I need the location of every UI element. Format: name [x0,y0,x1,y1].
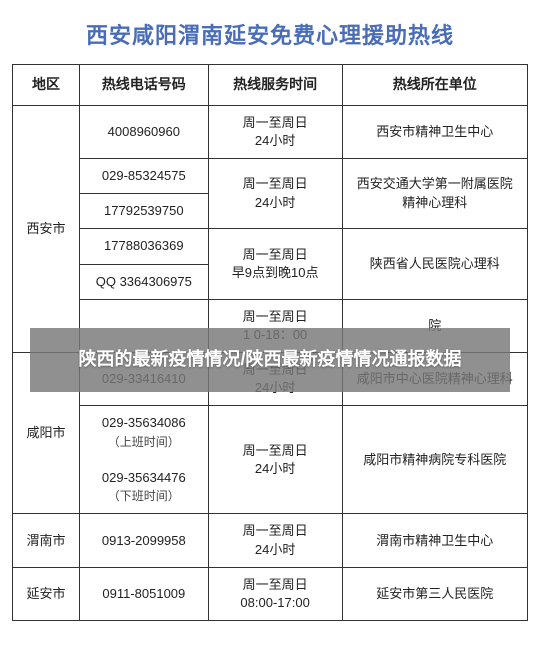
cell-time: 周一至周日24小时 [208,105,342,158]
cell-region: 西安市 [13,105,80,353]
cell-region: 延安市 [13,567,80,620]
table-head: 地区 热线电话号码 热线服务时间 热线所在单位 [13,65,528,106]
cell-unit: 渭南市精神卫生中心 [342,514,527,567]
table-row: 029-35634086（上班时间）029-35634476（下班时间）周一至周… [13,406,528,514]
cell-time: 周一至周日24小时 [208,514,342,567]
cell-unit: 西安交通大学第一附属医院精神心理科 [342,158,527,228]
table-row: 029-85324575周一至周日24小时西安交通大学第一附属医院精神心理科 [13,158,528,193]
cell-time: 周一至周日08:00-17:00 [208,567,342,620]
cell-phone: QQ 3364306975 [79,264,208,299]
cell-region: 渭南市 [13,514,80,567]
overlay-text: 陕西的最新疫情情况/陕西最新疫情情况通报数据 [79,347,462,372]
cell-unit: 西安市精神卫生中心 [342,105,527,158]
col-unit: 热线所在单位 [342,65,527,106]
cell-time: 周一至周日24小时 [208,158,342,228]
cell-time: 周一至周日24小时 [208,406,342,514]
table-row: 渭南市0913-2099958周一至周日24小时渭南市精神卫生中心 [13,514,528,567]
page-title: 西安咸阳渭南延安免费心理援助热线 [12,8,528,64]
cell-phone: 4008960960 [79,105,208,158]
cell-phone: 17788036369 [79,229,208,264]
overlay-banner: 陕西的最新疫情情况/陕西最新疫情情况通报数据 [30,328,510,392]
cell-unit: 延安市第三人民医院 [342,567,527,620]
col-phone: 热线电话号码 [79,65,208,106]
col-time: 热线服务时间 [208,65,342,106]
page-container: 西安咸阳渭南延安免费心理援助热线 地区 热线电话号码 热线服务时间 热线所在单位… [0,0,540,629]
cell-phone: 0911-8051009 [79,567,208,620]
cell-unit: 咸阳市精神病院专科医院 [342,406,527,514]
cell-time: 周一至周日早9点到晚10点 [208,229,342,299]
cell-phone: 029-85324575 [79,158,208,193]
cell-phone: 17792539750 [79,194,208,229]
col-region: 地区 [13,65,80,106]
cell-phone: 029-35634086（上班时间）029-35634476（下班时间） [79,406,208,514]
table-row: 17788036369周一至周日早9点到晚10点陕西省人民医院心理科 [13,229,528,264]
cell-phone: 0913-2099958 [79,514,208,567]
cell-unit: 陕西省人民医院心理科 [342,229,527,299]
table-row: 延安市0911-8051009周一至周日08:00-17:00延安市第三人民医院 [13,567,528,620]
table-header-row: 地区 热线电话号码 热线服务时间 热线所在单位 [13,65,528,106]
table-row: 西安市4008960960周一至周日24小时西安市精神卫生中心 [13,105,528,158]
